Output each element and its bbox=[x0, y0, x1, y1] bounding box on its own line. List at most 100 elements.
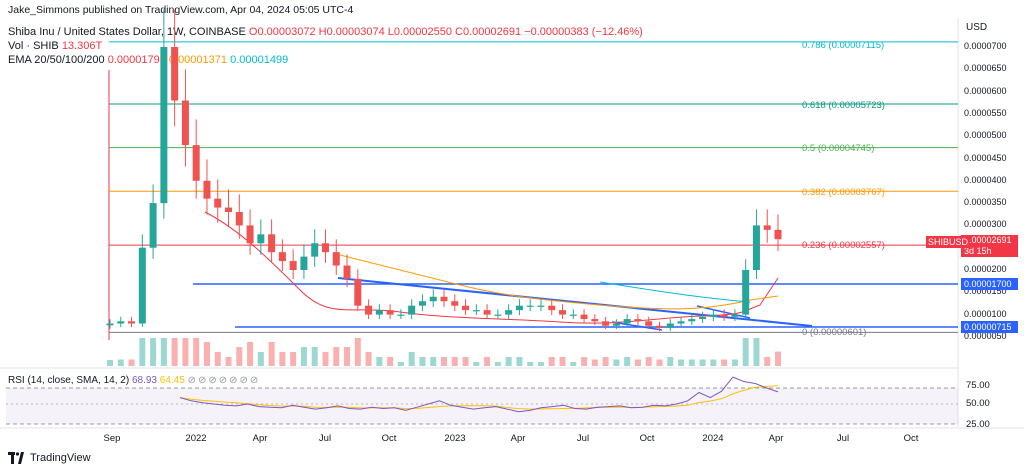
candle-body[interactable] bbox=[181, 100, 189, 146]
candle-body[interactable] bbox=[375, 310, 383, 315]
volume-bar bbox=[484, 357, 491, 366]
candle-body[interactable] bbox=[720, 314, 728, 317]
volume-bar bbox=[548, 357, 555, 366]
candle-body[interactable] bbox=[569, 314, 577, 316]
candle-body[interactable] bbox=[526, 305, 534, 307]
rsi-label[interactable]: RSI (14, close, SMA, 14, 2) bbox=[8, 375, 130, 386]
trend-line[interactable] bbox=[337, 277, 813, 327]
volume-bar bbox=[182, 338, 189, 366]
candle-body[interactable] bbox=[731, 314, 739, 317]
candle-body[interactable] bbox=[289, 261, 297, 270]
candle-body[interactable] bbox=[655, 325, 663, 328]
candle-body[interactable] bbox=[106, 323, 114, 326]
candle-body[interactable] bbox=[602, 321, 610, 326]
volume-bar bbox=[344, 347, 351, 366]
rsi-line[interactable] bbox=[179, 376, 779, 413]
candle-body[interactable] bbox=[634, 319, 642, 322]
candle-body[interactable] bbox=[365, 305, 373, 315]
candle-body[interactable] bbox=[117, 321, 125, 324]
ema-label[interactable]: EMA 20/50/100/200 bbox=[8, 54, 105, 66]
volume-line: Vol · SHIB 13.306T bbox=[8, 40, 102, 52]
candle-body[interactable] bbox=[418, 301, 426, 306]
candle-body[interactable] bbox=[483, 310, 491, 315]
candle-body[interactable] bbox=[699, 316, 707, 320]
candle-body[interactable] bbox=[537, 305, 545, 307]
candle-body[interactable] bbox=[257, 234, 265, 244]
candle-body[interactable] bbox=[332, 252, 340, 266]
candle-body[interactable] bbox=[515, 305, 523, 311]
fib-label-618: 0.618 (0.00005723) bbox=[802, 100, 885, 111]
price-axis-label: 0.0000500 bbox=[964, 130, 1007, 141]
candle-body[interactable] bbox=[397, 314, 405, 316]
candle-body[interactable] bbox=[505, 310, 513, 315]
candle-body[interactable] bbox=[311, 243, 319, 257]
candle-body[interactable] bbox=[192, 145, 200, 181]
candle-body[interactable] bbox=[645, 321, 653, 326]
volume-label[interactable]: Vol · SHIB bbox=[8, 40, 59, 52]
wedge-line[interactable] bbox=[611, 321, 663, 331]
candle-body[interactable] bbox=[752, 225, 760, 270]
volume-bar bbox=[214, 352, 221, 366]
volume-bar bbox=[408, 352, 415, 366]
candle-body[interactable] bbox=[408, 305, 416, 315]
rsi-axis-50: 50.00 bbox=[966, 398, 990, 409]
volume-bar bbox=[462, 357, 469, 366]
candle-body[interactable] bbox=[623, 319, 631, 324]
candle-body[interactable] bbox=[354, 278, 362, 306]
candles[interactable] bbox=[106, 9, 782, 332]
time-axis-label: Sep bbox=[103, 433, 121, 444]
candle-body[interactable] bbox=[472, 310, 480, 312]
candle-body[interactable] bbox=[268, 234, 276, 253]
volume-bar bbox=[193, 338, 200, 366]
candle-body[interactable] bbox=[343, 265, 351, 279]
candle-body[interactable] bbox=[203, 180, 211, 199]
candle-body[interactable] bbox=[214, 198, 222, 208]
candle-body[interactable] bbox=[580, 314, 588, 320]
candle-body[interactable] bbox=[548, 305, 556, 311]
candle-body[interactable] bbox=[171, 47, 179, 101]
candle-body[interactable] bbox=[429, 296, 437, 302]
time-axis-label: Apr bbox=[510, 433, 526, 444]
wedge-line-2[interactable] bbox=[696, 305, 751, 319]
candle-body[interactable] bbox=[774, 229, 782, 240]
candle-body[interactable] bbox=[321, 243, 329, 253]
footer-brand[interactable]: TradingView bbox=[8, 452, 91, 464]
candle-body[interactable] bbox=[138, 247, 146, 324]
volume-bar bbox=[559, 357, 566, 366]
candle-body[interactable] bbox=[612, 323, 620, 326]
candle-body[interactable] bbox=[160, 47, 168, 204]
candle-body[interactable] bbox=[128, 321, 136, 324]
candle-body[interactable] bbox=[709, 314, 717, 317]
current-countdown: 3d 15h bbox=[964, 246, 992, 256]
candle-body[interactable] bbox=[763, 225, 771, 230]
currency-label[interactable]: USD bbox=[966, 22, 988, 33]
candle-body[interactable] bbox=[688, 319, 696, 322]
volume-bar bbox=[387, 357, 394, 366]
volume-bar bbox=[667, 357, 674, 366]
candle-body[interactable] bbox=[149, 203, 157, 248]
candle-body[interactable] bbox=[225, 207, 233, 213]
candle-body[interactable] bbox=[451, 301, 459, 306]
candle-body[interactable] bbox=[278, 252, 286, 262]
symbol-title[interactable]: Shiba Inu / United States Dollar, 1W, CO… bbox=[8, 26, 246, 38]
volume-bar bbox=[634, 359, 641, 366]
candle-body[interactable] bbox=[300, 256, 308, 270]
candle-body[interactable] bbox=[246, 225, 254, 244]
candle-body[interactable] bbox=[591, 319, 599, 322]
candle-body[interactable] bbox=[559, 310, 567, 315]
candle-body[interactable] bbox=[677, 321, 685, 324]
candle-body[interactable] bbox=[494, 314, 502, 316]
current-price: 0.00002691 bbox=[964, 235, 1012, 245]
candle-body[interactable] bbox=[666, 323, 674, 328]
time-axis-label: Oct bbox=[903, 433, 919, 444]
candle-body[interactable] bbox=[235, 212, 243, 226]
candle-body[interactable] bbox=[462, 305, 470, 311]
current-price-tag: 0.00002691 3d 15h bbox=[961, 235, 1018, 257]
volume-bar bbox=[268, 342, 275, 366]
time-axis-label: Oct bbox=[381, 433, 397, 444]
candle-body[interactable] bbox=[440, 296, 448, 302]
candle-body[interactable] bbox=[386, 310, 394, 315]
candle-body[interactable] bbox=[742, 270, 750, 315]
volume-bar bbox=[473, 362, 480, 366]
